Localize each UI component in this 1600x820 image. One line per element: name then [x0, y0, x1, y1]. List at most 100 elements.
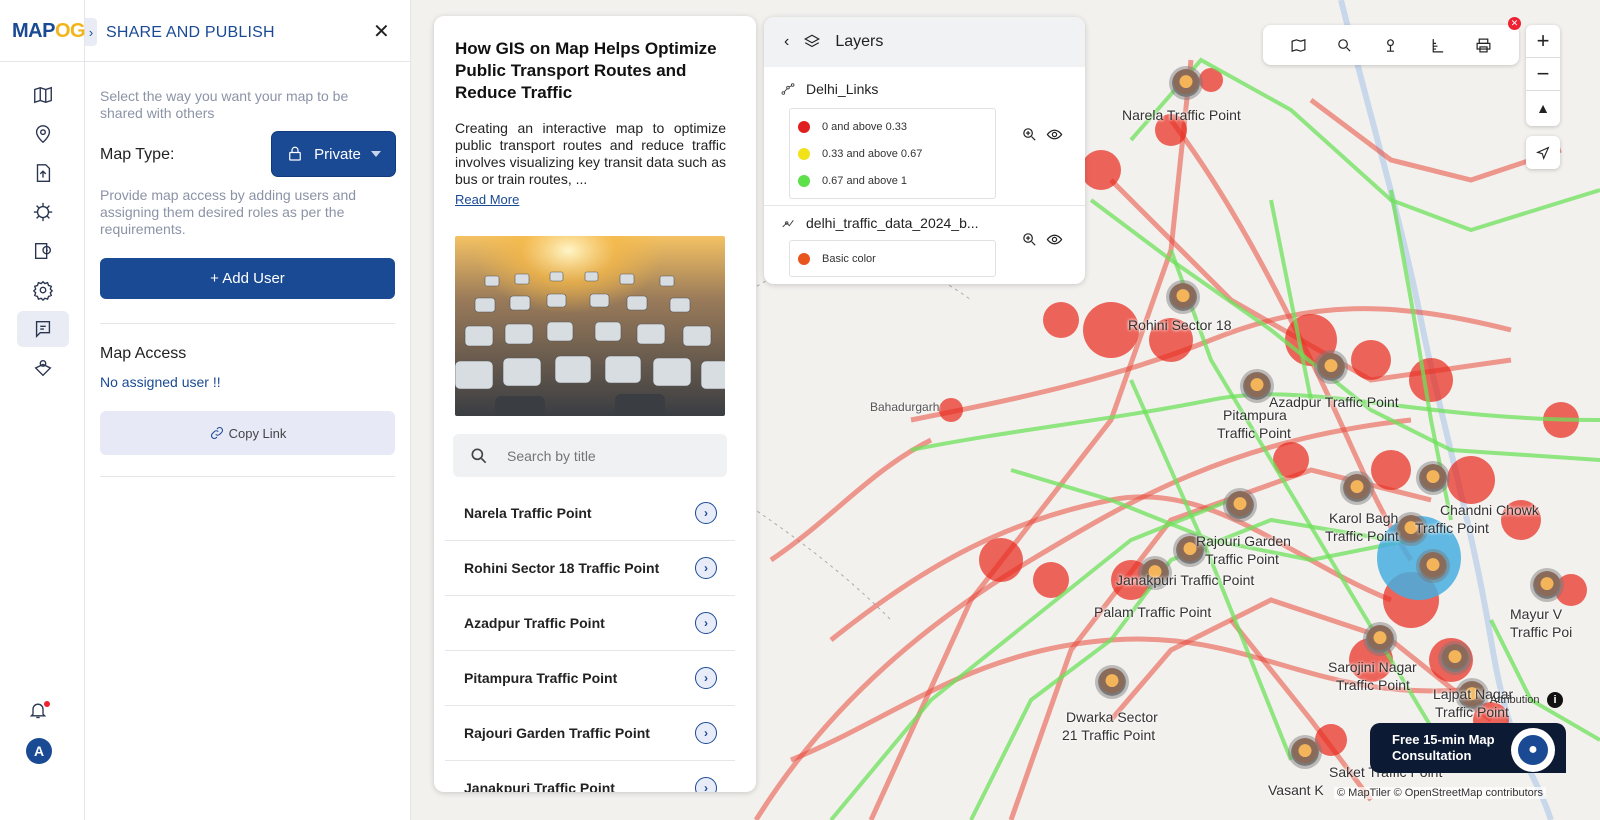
layer2-legend: Basic color: [789, 240, 996, 277]
close-icon[interactable]: ✕: [373, 21, 390, 43]
map-toolbar: [1263, 25, 1519, 65]
locate-me-button[interactable]: [1526, 136, 1560, 169]
attribution-link[interactable]: Attribution: [1490, 694, 1540, 706]
point-layer-icon: [782, 220, 794, 228]
list-item[interactable]: Azadpur Traffic Point ›: [445, 596, 735, 651]
compass-icon[interactable]: ▲: [1536, 99, 1550, 116]
chevron-right-icon[interactable]: ›: [695, 722, 717, 744]
traffic-point-marker[interactable]: [1243, 372, 1271, 400]
print-icon[interactable]: [1474, 35, 1494, 55]
map-label: Janakpuri Traffic Point: [1116, 572, 1255, 588]
gear-icon[interactable]: [17, 272, 69, 308]
collapse-panel-button[interactable]: ›: [85, 18, 97, 46]
chevron-right-icon[interactable]: ›: [695, 502, 717, 524]
search-icon: [471, 448, 487, 463]
chevron-right-icon[interactable]: ›: [695, 557, 717, 579]
traffic-point-marker[interactable]: [1397, 515, 1425, 543]
traffic-point-marker[interactable]: [1533, 571, 1561, 599]
add-user-button[interactable]: + Add User: [100, 258, 395, 299]
traffic-point-marker[interactable]: [1317, 353, 1345, 381]
zoom-controls: + − ▲: [1526, 25, 1560, 126]
map-label: Dwarka Sector: [1066, 709, 1158, 725]
list-item[interactable]: Rohini Sector 18 Traffic Point ›: [445, 541, 735, 596]
map-type-dropdown[interactable]: Private: [272, 132, 395, 176]
layer-item-delhi-links[interactable]: Delhi_Links: [780, 81, 878, 97]
info-icon[interactable]: i: [1547, 692, 1563, 708]
map-label: Karol Bagh: [1329, 510, 1399, 526]
eye-icon[interactable]: [1046, 126, 1063, 143]
traffic-point-marker[interactable]: [1419, 552, 1447, 580]
map-type-value: Private: [314, 145, 361, 163]
legend-swatch: [798, 147, 810, 160]
list-item[interactable]: Narela Traffic Point ›: [445, 486, 735, 541]
navigation-arrow-icon: [1535, 146, 1550, 160]
person-pin-icon[interactable]: [1381, 35, 1401, 55]
copy-link-button[interactable]: Copy Link: [100, 411, 395, 455]
traffic-point-marker[interactable]: [1141, 559, 1169, 587]
share-publish-panel: › SHARE AND PUBLISH ✕ Select the way you…: [85, 0, 411, 820]
layer1-legend: 0 and above 0.33 0.33 and above 0.67 0.6…: [789, 108, 996, 199]
traffic-point-marker[interactable]: [1419, 464, 1447, 492]
traffic-point-marker[interactable]: [1366, 625, 1394, 653]
lock-icon: [289, 146, 302, 161]
zoom-to-layer-icon[interactable]: [1021, 126, 1038, 143]
traffic-point-marker[interactable]: [1291, 738, 1319, 766]
traffic-point-marker[interactable]: [1458, 681, 1486, 709]
story-search-input[interactable]: [507, 447, 707, 464]
read-more-link[interactable]: Read More: [455, 192, 520, 207]
upload-file-icon[interactable]: [17, 155, 69, 191]
map-settings-icon[interactable]: [17, 233, 69, 269]
list-item[interactable]: Rajouri Garden Traffic Point ›: [445, 706, 735, 761]
notification-bell-icon[interactable]: [28, 700, 54, 726]
traffic-point-marker[interactable]: [1098, 668, 1126, 696]
share-publish-icon[interactable]: [17, 311, 69, 347]
traffic-photo: [455, 236, 725, 416]
map-label: Traffic Point: [1325, 528, 1399, 544]
map-access-title: Map Access: [100, 345, 187, 362]
legend-swatch: [798, 252, 810, 265]
traffic-point-marker[interactable]: [1172, 69, 1200, 97]
eye-icon[interactable]: [1046, 231, 1063, 248]
line-layer-icon: [781, 83, 795, 95]
mapog-logo[interactable]: MAPOG: [12, 20, 86, 42]
analysis-tool-icon[interactable]: [17, 194, 69, 230]
back-chevron-icon[interactable]: ‹: [784, 33, 790, 50]
map-label: Traffic Point: [1336, 677, 1410, 693]
map-view-icon[interactable]: [1288, 35, 1308, 55]
layers-panel: ‹ Layers Delhi_Links 0 and above 0.33 0.…: [764, 17, 1085, 284]
link-icon: [210, 426, 223, 440]
map-label: Chandni Chowk: [1440, 502, 1539, 518]
traffic-point-marker[interactable]: [1343, 474, 1371, 502]
map-icon[interactable]: [17, 77, 69, 113]
zoom-in-button[interactable]: +: [1526, 25, 1560, 58]
layers-icon: [804, 34, 821, 48]
list-item[interactable]: Janakpuri Traffic Point ›: [445, 761, 735, 792]
measure-icon[interactable]: [1427, 35, 1447, 55]
search-icon[interactable]: [1335, 35, 1355, 55]
avatar[interactable]: A: [26, 738, 52, 764]
story-panel: How GIS on Map Helps Optimize Public Tra…: [434, 16, 756, 792]
map-label: Palam Traffic Point: [1094, 604, 1212, 620]
story-title: How GIS on Map Helps Optimize Public Tra…: [455, 39, 717, 102]
chevron-right-icon[interactable]: ›: [695, 667, 717, 689]
layer1-controls: [1021, 126, 1063, 143]
layer-item-delhi-traffic-data[interactable]: delhi_traffic_data_2024_b...: [780, 215, 979, 231]
chevron-right-icon[interactable]: ›: [695, 777, 717, 792]
map-label: Sarojini Nagar: [1328, 659, 1417, 675]
zoom-to-layer-icon[interactable]: [1021, 231, 1038, 248]
traffic-point-marker[interactable]: [1176, 536, 1204, 564]
chat-button[interactable]: ●: [1511, 728, 1555, 772]
map-marker-icon[interactable]: [17, 350, 69, 386]
panel-title: SHARE AND PUBLISH: [106, 24, 275, 41]
zoom-out-button[interactable]: −: [1526, 58, 1560, 91]
chevron-right-icon[interactable]: ›: [695, 612, 717, 634]
location-pin-icon[interactable]: [17, 116, 69, 152]
traffic-point-marker[interactable]: [1226, 491, 1254, 519]
map-label: Azadpur Traffic Point: [1269, 394, 1399, 410]
traffic-point-marker[interactable]: [1441, 644, 1469, 672]
toolbar-close-icon[interactable]: ✕: [1508, 17, 1521, 30]
traffic-point-marker[interactable]: [1169, 283, 1197, 311]
list-item[interactable]: Pitampura Traffic Point ›: [445, 651, 735, 706]
layer2-controls: [1021, 231, 1063, 248]
story-description: Creating an interactive map to optimize …: [455, 120, 726, 187]
